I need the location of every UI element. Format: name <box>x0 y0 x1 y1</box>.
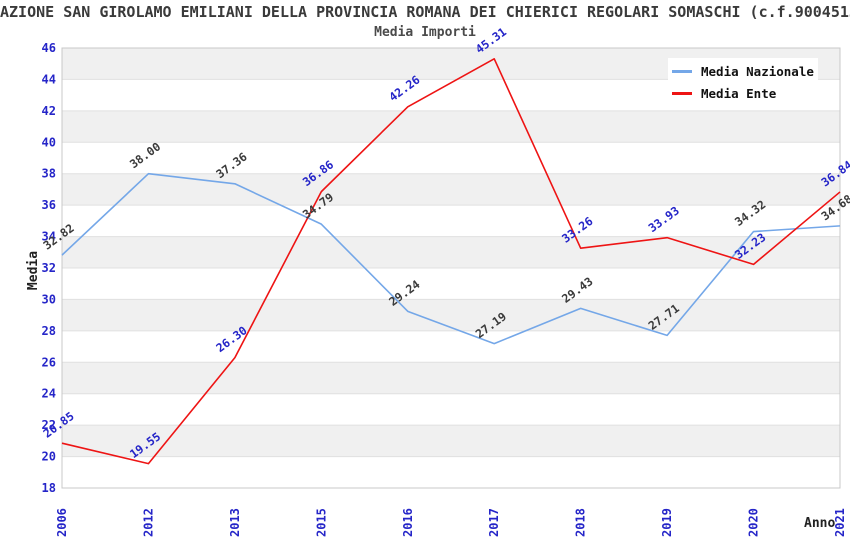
x-tick-label: 2020 <box>747 508 761 537</box>
y-tick-label: 44 <box>42 72 56 86</box>
plot-band <box>62 236 840 268</box>
legend-swatch-media-ente <box>672 91 692 95</box>
legend-item-media-nazionale: Media Nazionale <box>672 60 814 82</box>
plot-band <box>62 299 840 331</box>
x-tick-label: 2015 <box>314 508 328 537</box>
chart-subtitle: Media Importi <box>374 25 476 40</box>
plot-band <box>62 173 840 206</box>
y-tick-label: 34 <box>42 230 56 244</box>
x-tick-label: 2013 <box>228 508 242 537</box>
plot-band <box>62 362 840 394</box>
y-tick-label: 18 <box>42 481 56 495</box>
x-tick-label: 2017 <box>487 508 501 537</box>
y-tick-label: 46 <box>42 41 56 55</box>
legend-item-media-ente: Media Ente <box>672 82 814 104</box>
plot-band <box>62 425 840 457</box>
y-tick-label: 20 <box>42 450 56 464</box>
y-tick-label: 24 <box>42 387 56 401</box>
plot-border <box>61 47 841 489</box>
series-line-media-nazionale <box>61 172 841 345</box>
y-tick-label: 30 <box>42 292 56 306</box>
y-tick-label: 22 <box>42 418 56 432</box>
y-tick-label: 26 <box>42 355 56 369</box>
series-line-media-ente <box>61 58 841 465</box>
y-tick-label: 38 <box>42 167 56 181</box>
y-tick-label: 40 <box>42 135 56 149</box>
y-tick-label: 32 <box>42 261 56 275</box>
y-tick-label: 36 <box>42 198 56 212</box>
x-tick-label: 2006 <box>55 508 69 537</box>
y-axis-title: Media <box>26 250 42 291</box>
x-tick-label: 2016 <box>401 508 415 537</box>
legend: Media Nazionale Media Ente <box>668 58 818 106</box>
x-tick-label: 2019 <box>660 508 674 537</box>
x-tick-label: 2021 <box>833 508 847 537</box>
y-tick-label: 42 <box>42 104 56 118</box>
legend-swatch-media-nazionale <box>672 69 692 73</box>
y-tick-label: 28 <box>42 324 56 338</box>
x-tick-label: 2018 <box>574 508 588 537</box>
x-axis-title: Anno <box>804 516 836 531</box>
legend-label-media-ente: Media Ente <box>701 85 777 101</box>
chart-title: AZIONE SAN GIROLAMO EMILIANI DELLA PROVI… <box>0 3 850 21</box>
x-tick-label: 2012 <box>141 508 155 537</box>
legend-label-media-nazionale: Media Nazionale <box>701 63 814 79</box>
plot-band <box>62 110 840 143</box>
